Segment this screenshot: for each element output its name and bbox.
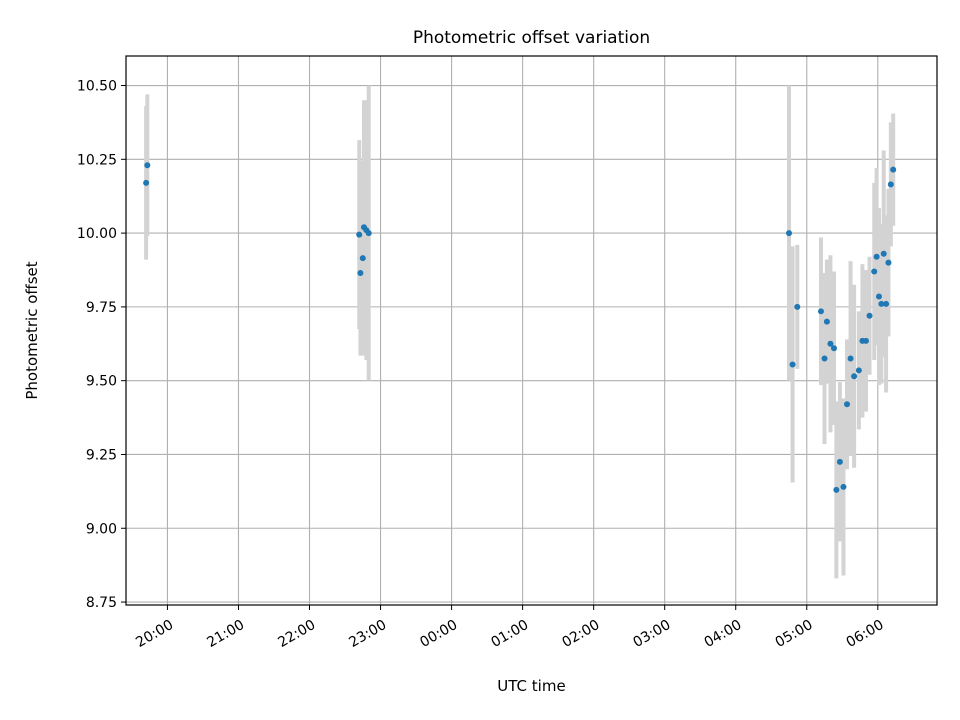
y-tick-label: 8.75 [86, 595, 117, 611]
y-tick-label: 9.50 [86, 374, 117, 390]
y-tick-label: 10.00 [77, 226, 117, 242]
data-point [789, 361, 796, 368]
grid-layer [126, 56, 937, 605]
data-point [887, 181, 894, 188]
data-point [359, 255, 366, 262]
y-tick-label: 9.00 [86, 521, 117, 537]
data-point [836, 458, 843, 465]
data-point [883, 300, 890, 307]
y-axis-label: Photometric offset [23, 261, 41, 399]
data-point [817, 308, 824, 315]
data-point [365, 230, 372, 237]
data-point [871, 268, 878, 275]
data-point [143, 179, 150, 186]
y-tick-label: 9.25 [86, 447, 117, 463]
data-point [786, 230, 793, 237]
data-point [851, 373, 858, 380]
data-point [885, 259, 892, 266]
data-point [890, 166, 897, 173]
data-point [840, 483, 847, 490]
data-point [855, 367, 862, 374]
data-point [821, 355, 828, 362]
data-point [794, 303, 801, 310]
data-point [878, 300, 885, 307]
y-tick-label: 10.50 [77, 79, 117, 95]
data-point [833, 486, 840, 493]
data-point [823, 318, 830, 325]
data-point [844, 401, 851, 408]
chart-title: Photometric offset variation [413, 28, 650, 48]
data-point [357, 269, 364, 276]
data-point [847, 355, 854, 362]
data-point [862, 337, 869, 344]
point-layer [143, 162, 897, 493]
data-point [830, 345, 837, 352]
plot-frame [125, 55, 938, 606]
y-tick-label: 9.75 [86, 300, 117, 316]
data-point [356, 231, 363, 238]
data-point [827, 340, 834, 347]
data-point [880, 250, 887, 257]
data-point [873, 253, 880, 260]
data-point [866, 312, 873, 319]
data-point [875, 293, 882, 300]
x-axis-label: UTC time [497, 677, 565, 695]
y-tick-label: 10.25 [77, 152, 117, 168]
data-point [144, 162, 151, 169]
